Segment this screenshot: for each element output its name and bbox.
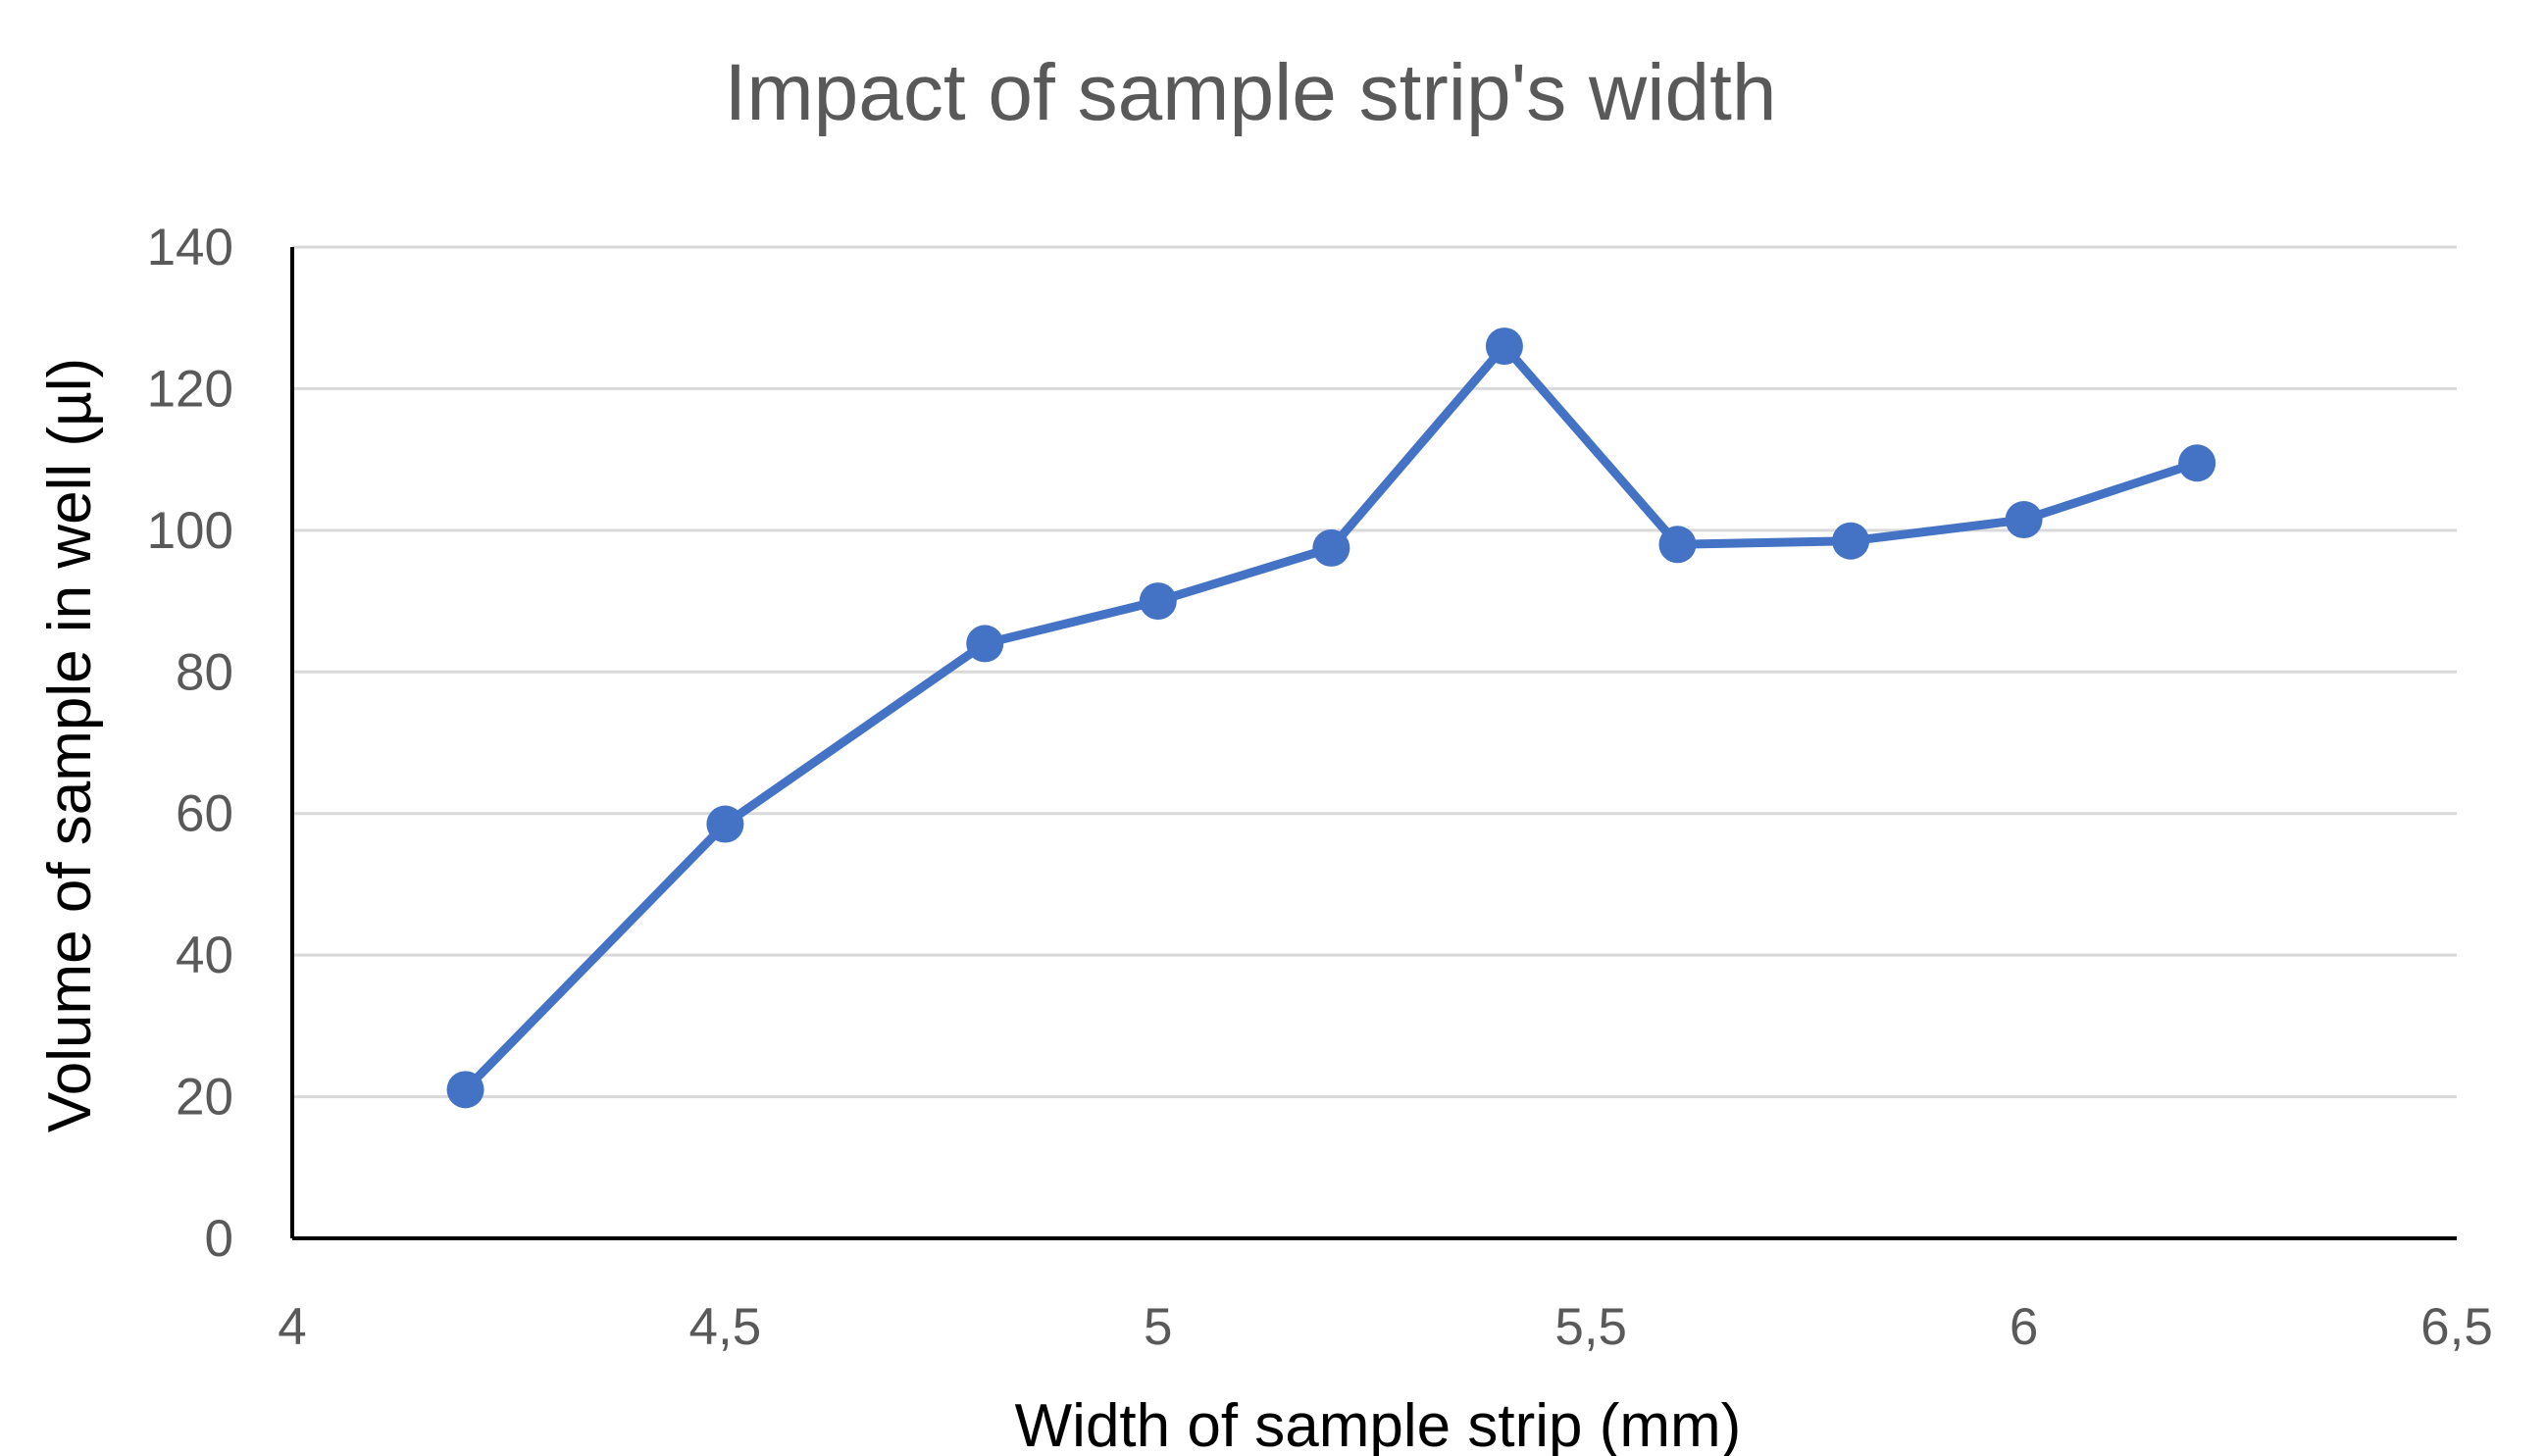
y-tick-label: 120 (147, 360, 233, 418)
data-point (1139, 582, 1177, 621)
data-point (1312, 528, 1350, 567)
data-series (446, 327, 2216, 1109)
y-tick-label: 100 (147, 502, 233, 560)
data-point (446, 1071, 484, 1109)
x-axis-title: Width of sample strip (mm) (1015, 1392, 1742, 1456)
y-tick-label: 60 (176, 785, 233, 843)
data-point (1832, 522, 1870, 560)
data-point (2178, 444, 2216, 482)
gridlines (292, 245, 2457, 1099)
data-point (1658, 526, 1697, 564)
x-tick-label: 4 (278, 1298, 306, 1356)
x-tick-label: 6 (2010, 1298, 2038, 1356)
chart-title: Impact of sample strip's width (725, 48, 1777, 137)
x-tick-label: 5 (1144, 1298, 1172, 1356)
x-tick-label: 4,5 (689, 1298, 762, 1356)
y-tick-label: 80 (176, 643, 233, 701)
data-point (2005, 501, 2043, 539)
x-tick-label: 5,5 (1554, 1298, 1627, 1356)
y-axis-tick-labels: 0 20 40 60 80 100 120 140 (147, 219, 233, 1268)
data-point (966, 625, 1004, 663)
data-point (1485, 327, 1523, 366)
y-tick-label: 40 (176, 927, 233, 984)
y-tick-label: 20 (176, 1069, 233, 1127)
x-tick-label: 6,5 (2420, 1298, 2493, 1356)
y-tick-label: 0 (205, 1210, 233, 1268)
data-point (706, 805, 744, 843)
y-tick-label: 140 (147, 219, 233, 276)
x-axis-tick-labels: 4 4,5 5 5,5 6 6,5 (278, 1298, 2493, 1356)
series-line (461, 341, 2202, 1094)
axes (290, 247, 2457, 1240)
y-axis-title: Volume of sample in well (µl) (36, 358, 104, 1132)
